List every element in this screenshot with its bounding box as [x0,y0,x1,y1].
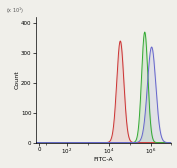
Text: (x 10$^1$): (x 10$^1$) [6,6,24,16]
Y-axis label: Count: Count [15,71,20,89]
X-axis label: FITC-A: FITC-A [94,157,113,162]
